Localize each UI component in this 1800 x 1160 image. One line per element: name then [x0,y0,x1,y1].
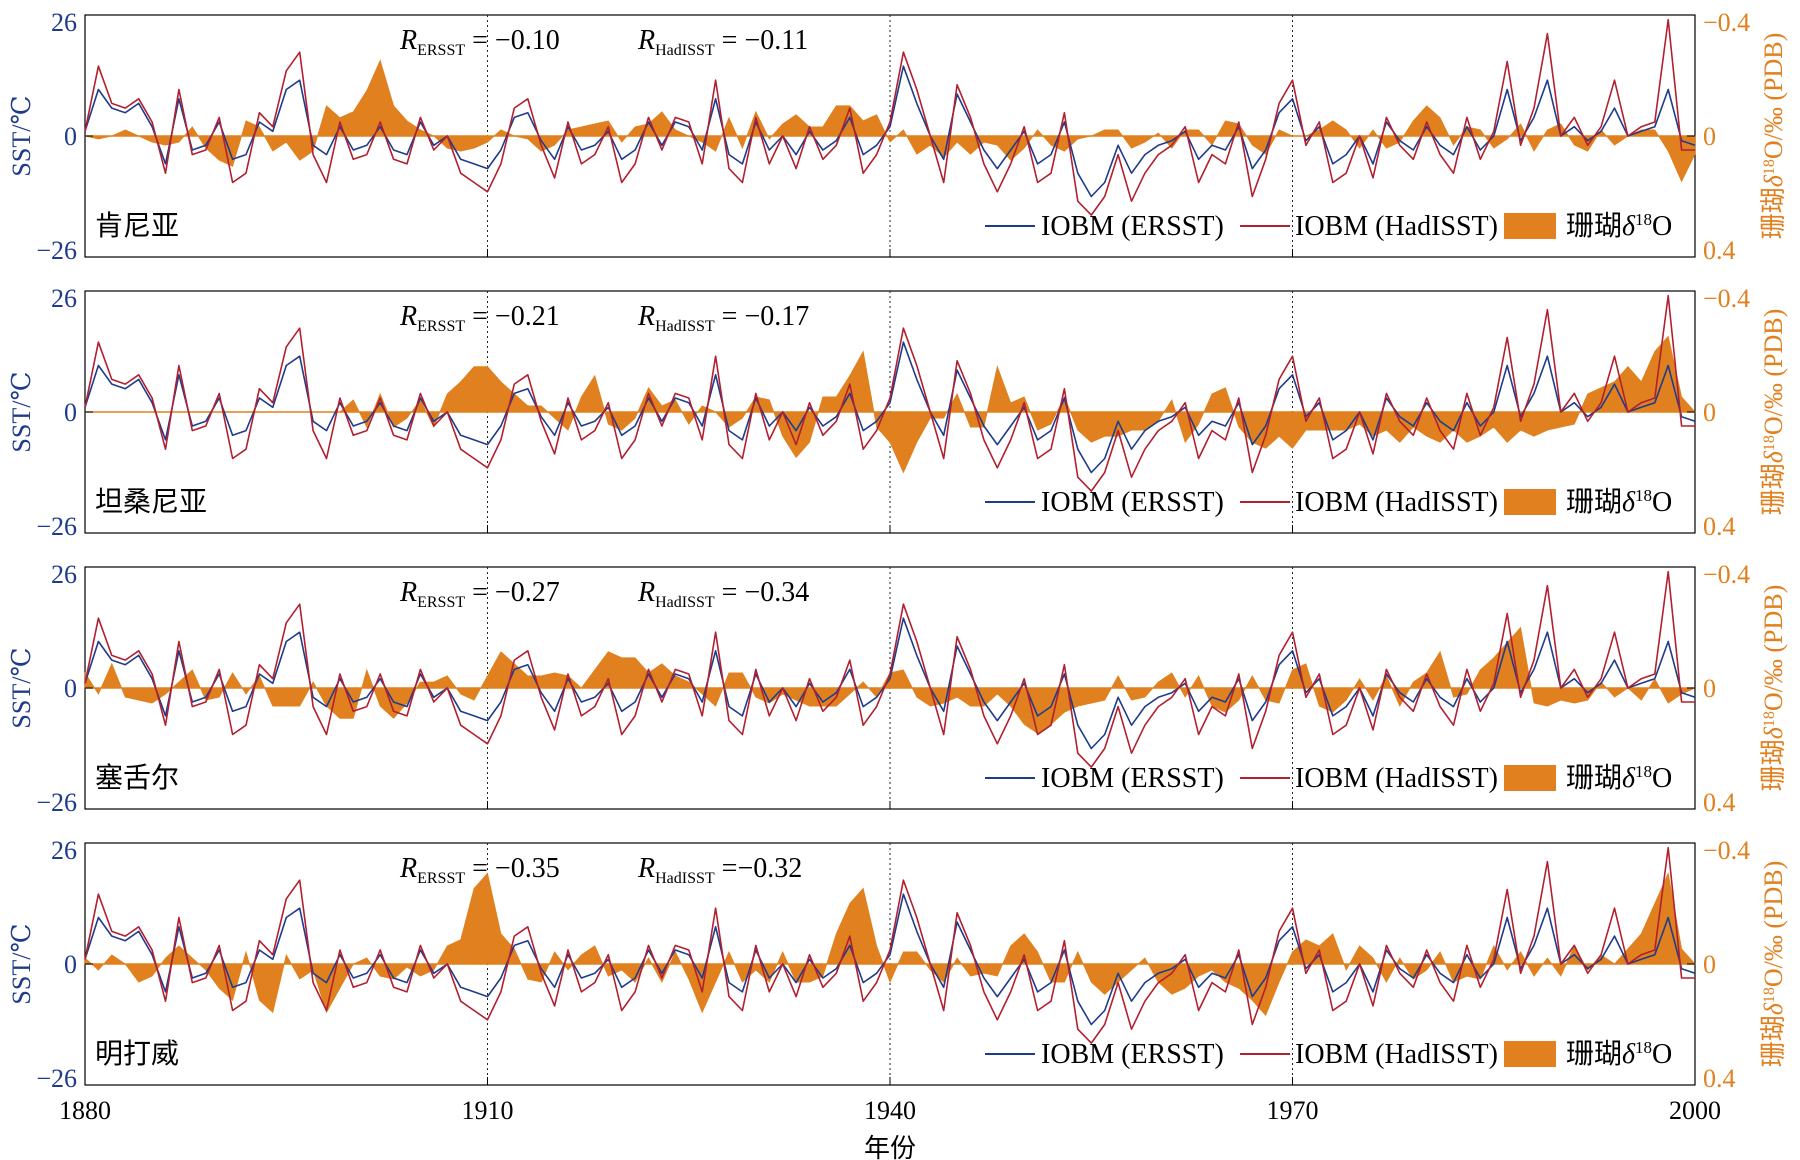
legend-ersst-label: IOBM (ERSST) [1041,1039,1224,1070]
iobm-hadisst-line [84,294,1695,492]
left-axis-label: SST/℃ [7,371,36,452]
legend-ersst-label: IOBM (ERSST) [1041,211,1224,242]
x-tick-label: 1880 [59,1096,111,1125]
left-tick-label: 0 [64,398,77,427]
iobm-hadisst-line [84,18,1695,216]
right-tick-label: −0.4 [1703,560,1750,589]
left-tick-label: 0 [64,122,77,151]
r-ersst-label: RERSST = −0.21 [399,301,560,335]
right-tick-label: −0.4 [1703,284,1750,313]
r-hadisst-label: RHadISST = −0.34 [637,577,809,611]
legend-coral-swatch [1504,765,1556,791]
site-label: 坦桑尼亚 [95,487,207,518]
legend-coral-swatch [1504,213,1556,239]
left-tick-label: 26 [51,284,77,313]
iobm-ersst-line [84,617,1696,750]
left-axis-label: SST/℃ [7,647,36,728]
r-hadisst-label: RHadISST =−0.32 [637,853,802,887]
site-label: 明打威 [95,1038,179,1070]
left-tick-label: 0 [64,950,77,979]
x-tick-label: 1970 [1267,1096,1319,1125]
panel-2: 26 0 −26 −0.4 0 0.4 SST/℃ 珊瑚δ18O/‰ (PDB) 坦桑尼亚 RER… [7,284,1788,541]
right-tick-label: −0.4 [1703,8,1750,37]
right-axis-label: 珊瑚δ18O/‰ (PDB) [1759,585,1788,792]
legend-coral-swatch [1504,489,1556,515]
right-tick-label: 0.4 [1703,1064,1736,1093]
coral-d18o-area [85,335,1696,474]
r-ersst-label: RERSST = −0.10 [399,25,560,59]
left-tick-label: 26 [51,836,77,865]
right-tick-label: 0 [1703,398,1716,427]
panel-4: 26 0 −26 −0.4 0 0.4 SST/℃ 珊瑚δ18O/‰ (PDB) 明打威 RERS… [7,836,1788,1093]
x-tick-label: 2000 [1669,1096,1721,1125]
left-tick-label: 26 [51,560,77,589]
right-tick-label: 0.4 [1703,788,1736,817]
iobm-ersst-line [84,65,1696,198]
legend-hadisst-label: IOBM (HadISST) [1295,487,1498,518]
right-tick-label: 0.4 [1703,512,1736,541]
right-axis-label: 珊瑚δ18O/‰ (PDB) [1759,33,1788,240]
iobm-hadisst-line [84,846,1695,1044]
right-tick-label: 0 [1703,122,1716,151]
legend-coral-swatch [1504,1041,1556,1067]
left-tick-label: −26 [36,788,77,817]
r-ersst-label: RERSST = −0.27 [399,577,560,611]
legend-coral-label: 珊瑚δ18O [1566,210,1672,242]
right-axis-label: 珊瑚δ18O/‰ (PDB) [1759,309,1788,516]
iobm-ersst-line [84,341,1696,474]
iobm-ersst-line [84,893,1696,1026]
right-tick-label: 0.4 [1703,236,1736,265]
panel-1: 26 0 −26 −0.4 0 0.4 SST/℃ 珊瑚δ18O/‰ (PDB) 肯尼亚 RERS… [7,8,1788,265]
right-tick-label: 0 [1703,674,1716,703]
right-axis-label: 珊瑚δ18O/‰ (PDB) [1759,861,1788,1068]
iobm-hadisst-line [84,570,1695,768]
left-tick-label: −26 [36,236,77,265]
site-label: 塞舌尔 [95,762,179,794]
site-label: 肯尼亚 [95,210,179,242]
legend-ersst-label: IOBM (ERSST) [1041,763,1224,794]
left-tick-label: 0 [64,674,77,703]
legend-hadisst-label: IOBM (HadISST) [1295,1039,1498,1070]
r-ersst-label: RERSST = −0.35 [399,853,560,887]
coral-d18o-area [84,871,1696,1017]
r-hadisst-label: RHadISST = −0.17 [637,301,809,335]
right-tick-label: −0.4 [1703,836,1750,865]
legend-ersst-label: IOBM (ERSST) [1041,487,1224,518]
right-tick-label: 0 [1703,950,1716,979]
x-axis-label: 年份 [864,1134,916,1160]
left-tick-label: −26 [36,512,77,541]
r-hadisst-label: RHadISST = −0.11 [637,25,808,59]
x-tick-label: 1940 [864,1096,916,1125]
legend-hadisst-label: IOBM (HadISST) [1295,763,1498,794]
left-axis-label: SST/℃ [7,95,36,176]
legend-coral-label: 珊瑚δ18O [1566,762,1672,794]
left-tick-label: −26 [36,1064,77,1093]
x-tick-label: 1910 [462,1096,514,1125]
left-tick-label: 26 [51,8,77,37]
legend-coral-label: 珊瑚δ18O [1566,486,1672,518]
panel-3: 26 0 −26 −0.4 0 0.4 SST/℃ 珊瑚δ18O/‰ (PDB) 塞舌尔 RERS… [7,560,1788,817]
legend-coral-label: 珊瑚δ18O [1566,1038,1672,1070]
legend-hadisst-label: IOBM (HadISST) [1295,211,1498,242]
left-axis-label: SST/℃ [7,923,36,1004]
